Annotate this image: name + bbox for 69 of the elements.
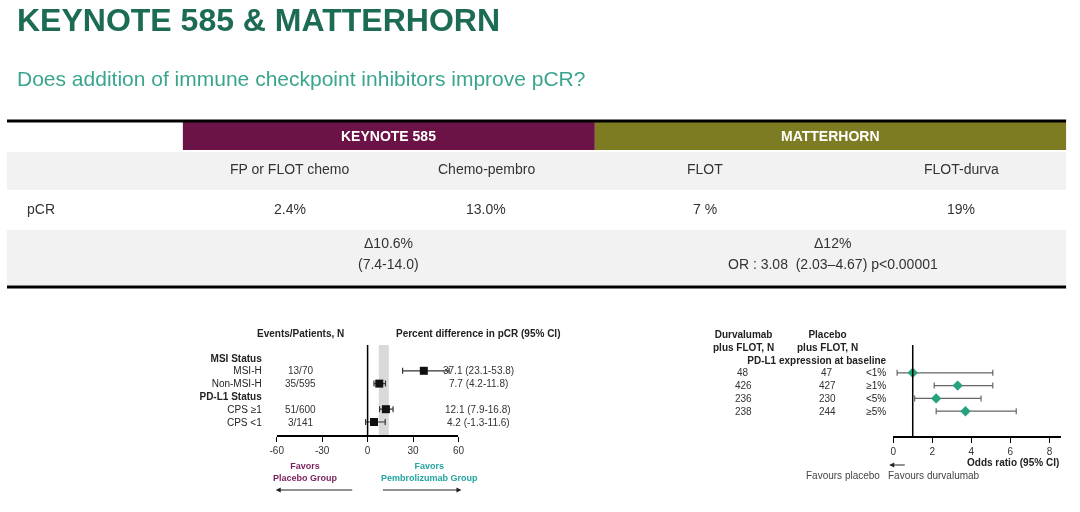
x-tick-label: 60 <box>452 444 465 456</box>
text: Favors Pembrolizumab Group <box>381 461 479 483</box>
text: 244 <box>819 406 837 417</box>
x-tick-label: -30 <box>314 444 330 456</box>
y-tick-label: MSI-H <box>233 365 262 377</box>
text: Durvalumab plus FLOT, N <box>713 329 775 353</box>
text: FLOT-durva <box>924 161 999 177</box>
text: KEYNOTE 585 <box>341 128 437 144</box>
annotation: 13/70 <box>288 365 314 376</box>
text: Chemo-pembro <box>438 161 536 177</box>
annotation: 3/141 <box>288 417 314 428</box>
text: Favours placebo <box>806 470 881 481</box>
text: FP or FLOT chemo <box>230 161 350 177</box>
text: Placebo plus FLOT, N <box>797 329 859 353</box>
y-tick-label: PD-L1 Status <box>199 390 263 402</box>
point <box>369 418 378 426</box>
text: 19% <box>947 201 976 217</box>
text: Δ12% <box>814 235 852 251</box>
y-tick-label: ≥1% <box>866 380 887 392</box>
text: Favors Placebo Group <box>273 461 338 483</box>
x-axis-title: Odds ratio (95% CI) <box>967 457 1060 468</box>
text: OR : 3.08 (2.03–4.67) p<0.00001 <box>728 256 938 272</box>
annotation: 51/600 <box>285 404 317 415</box>
text: 47 <box>821 367 833 378</box>
point <box>960 406 971 417</box>
y-tick-label: <1% <box>865 367 887 379</box>
x-tick-label: 4 <box>968 445 975 457</box>
annotation: 35/595 <box>285 378 317 389</box>
y-tick-label: CPS <1 <box>226 416 263 428</box>
point <box>930 393 942 404</box>
text: 426 <box>735 380 753 391</box>
data-label: 37.1 (23.1-53.8) <box>443 365 515 376</box>
text: 2.4% <box>274 201 306 217</box>
x-tick-label: 0 <box>364 444 371 456</box>
point <box>381 405 390 414</box>
text: Events/Patients, N <box>257 328 345 339</box>
text: 13.0% <box>466 201 506 217</box>
y-tick-label: Non-MSI-H <box>211 378 262 390</box>
x-tick-label: 2 <box>929 445 936 457</box>
x-tick-label: 8 <box>1046 445 1053 457</box>
y-tick-label: MSI Status <box>210 352 263 364</box>
y-tick-label: <5% <box>865 392 887 404</box>
data-label: 7.7 (4.2-11.8) <box>449 378 509 389</box>
text: 7 % <box>693 201 718 217</box>
data-label: 4.2 (-1.3-11.6) <box>447 417 510 428</box>
text: (7.4-14.0) <box>358 256 419 272</box>
text: 238 <box>735 406 753 417</box>
text: Does addition of immune checkpoint inhibitors improve pCR? <box>17 67 586 90</box>
text: 236 <box>735 393 753 404</box>
text: KEYNOTE 585 & MATTERHORN <box>17 2 501 38</box>
x-tick-label: 0 <box>890 445 897 457</box>
text: 427 <box>819 380 837 391</box>
x-tick-label: 30 <box>407 444 420 456</box>
y-tick-label: PD-L1 expression at baseline <box>747 354 887 366</box>
x-tick-label: -60 <box>269 444 285 456</box>
point <box>419 366 428 375</box>
text: 230 <box>819 393 837 404</box>
text: Δ10.6% <box>364 235 414 251</box>
text: FLOT <box>687 161 724 177</box>
x-tick-label: 6 <box>1007 445 1014 457</box>
text: Percent difference in pCR (95% CI) <box>396 328 561 339</box>
point <box>952 380 963 391</box>
y-tick-label: CPS ≥1 <box>227 403 263 415</box>
text: MATTERHORN <box>781 128 880 144</box>
text: pCR <box>27 201 56 217</box>
text: Favours durvalumab <box>888 470 980 481</box>
y-tick-label: ≥5% <box>866 405 887 417</box>
data-label: 12.1 (7.9-16.8) <box>445 404 511 415</box>
text: 48 <box>737 367 749 378</box>
